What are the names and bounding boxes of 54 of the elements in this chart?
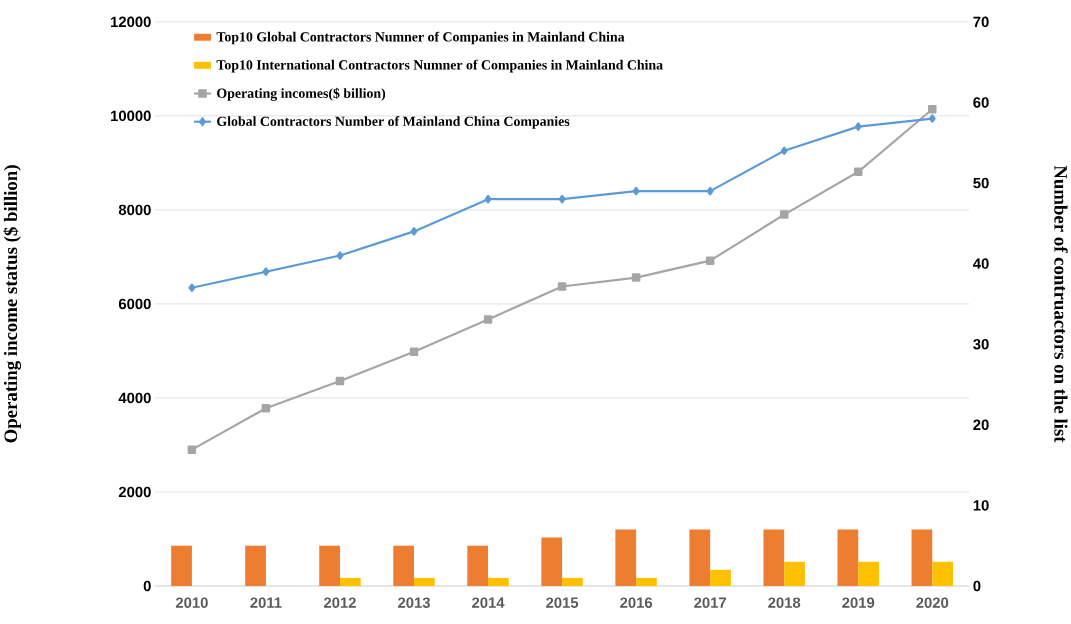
x-tick-label: 2016	[620, 597, 653, 609]
y-tick-label: 8000	[118, 204, 151, 216]
y2-tick-label: 60	[973, 97, 989, 108]
y-tick-label: 6000	[118, 298, 151, 310]
point	[706, 186, 714, 196]
x-tick-label: 2019	[842, 597, 875, 609]
point	[409, 347, 419, 357]
point	[558, 195, 566, 204]
x-tick-label: 2013	[398, 597, 430, 609]
y2-tick-label: 70	[973, 16, 989, 28]
x-tick-label: 2011	[250, 597, 282, 609]
y2-tick-label: 40	[973, 258, 989, 269]
y2-tick-label: 0	[973, 580, 981, 592]
point	[410, 227, 418, 236]
y2-tick-label: 10	[973, 500, 989, 511]
x-tick-label: 2018	[768, 597, 801, 609]
point	[779, 210, 789, 219]
point	[261, 404, 271, 413]
x-tick-label: 2015	[546, 597, 579, 609]
x-tick-label: 2010	[175, 597, 208, 609]
x-tick-label: 2012	[323, 597, 356, 609]
y-tick-label: 2000	[118, 486, 151, 498]
x-tick-label: 2014	[472, 597, 505, 609]
point	[928, 114, 936, 123]
point	[483, 315, 493, 324]
y-tick-label: 12000	[111, 16, 151, 28]
point	[336, 251, 344, 260]
point	[928, 105, 937, 114]
point	[187, 445, 197, 455]
point	[705, 256, 715, 266]
y-tick-label: 4000	[118, 392, 151, 404]
point	[557, 282, 567, 291]
point	[853, 167, 863, 177]
point	[780, 146, 788, 156]
point	[262, 267, 270, 277]
y-axis-title: Operating income status ($ billion)	[3, 165, 22, 443]
y-tick-label: 0	[143, 580, 151, 592]
legend-label: Operating incomes($ billion)	[217, 87, 386, 101]
y2-tick-label: 30	[973, 339, 989, 350]
point	[854, 122, 862, 132]
y2-axis-title: Number of contruactors on the list	[1054, 165, 1068, 443]
legend-label: Top10 Global Contractors Numner of Companies in Mainland China	[216, 31, 625, 45]
y-tick-label: 10000	[111, 110, 151, 122]
point	[335, 376, 345, 386]
legend-label: Global Contractors Number of Mainland China Companies	[217, 116, 570, 129]
point	[632, 186, 640, 196]
point	[188, 283, 196, 293]
legend-label: Top10 International Contractors Numner of Companies in Mainland China	[216, 59, 663, 73]
y2-tick-label: 50	[973, 177, 989, 189]
y2-tick-label: 20	[973, 419, 989, 431]
point	[631, 273, 641, 282]
x-tick-label: 2020	[916, 597, 949, 609]
point	[484, 195, 492, 204]
x-tick-label: 2017	[694, 597, 727, 609]
